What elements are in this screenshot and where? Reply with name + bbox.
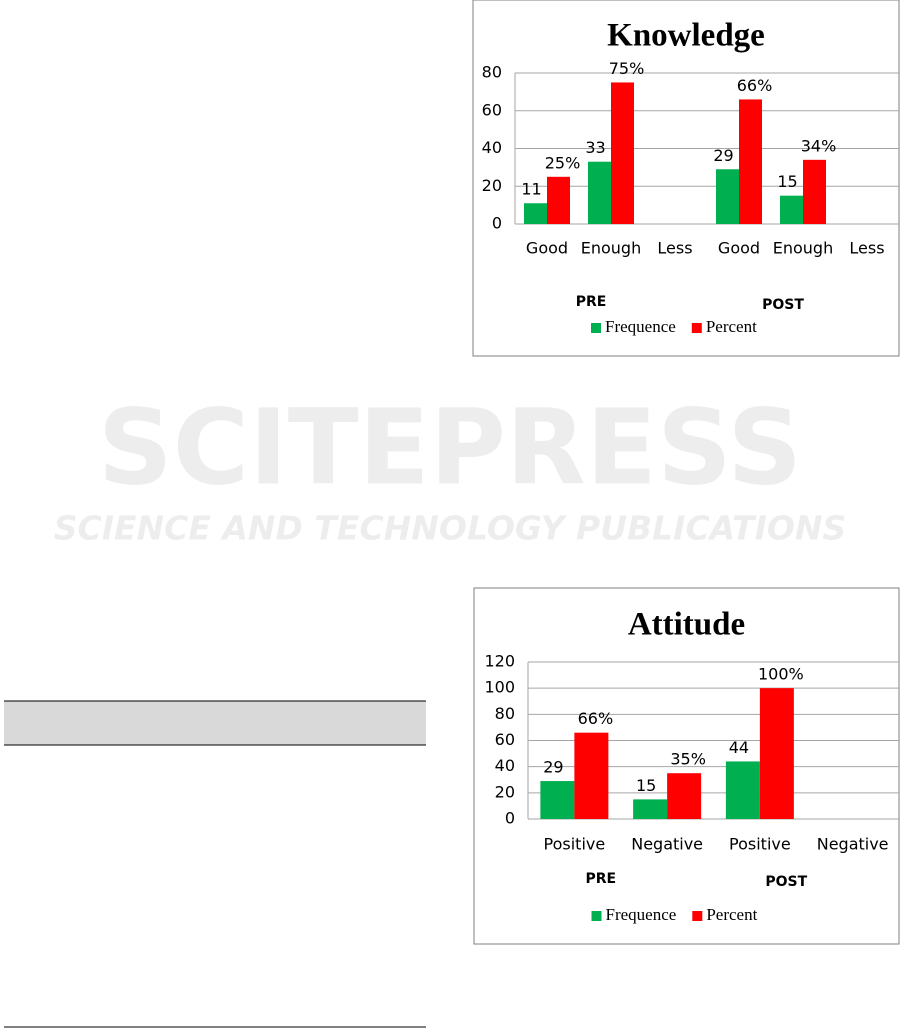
bar [574, 732, 609, 819]
bar [759, 688, 794, 819]
table-header [4, 701, 426, 745]
legend-label: Frequence [605, 317, 676, 336]
x-tick-label: Negative [817, 835, 889, 854]
chart-title: Knowledge [607, 18, 765, 54]
x-tick-label: Negative [631, 835, 703, 854]
data-label: 66% [737, 76, 773, 95]
watermark-subtitle: SCIENCE AND TECHNOLOGY PUBLICATIONS [54, 509, 847, 548]
bar [633, 799, 668, 819]
y-tick-label: 100 [484, 678, 515, 697]
bar [540, 781, 575, 819]
group-label: POST [765, 874, 807, 890]
x-tick-label: Less [849, 239, 884, 258]
y-tick-label: 0 [492, 214, 502, 233]
legend-label: Frequence [606, 905, 677, 924]
data-label: 66% [578, 709, 614, 728]
legend-swatch [692, 911, 703, 921]
y-tick-label: 20 [495, 782, 515, 801]
watermark-title: SCITEPRESS [98, 386, 802, 508]
x-tick-label: Good [526, 239, 568, 258]
legend-label: Percent [706, 905, 757, 924]
data-label: 15 [777, 172, 797, 191]
bar [524, 203, 547, 224]
bar [588, 161, 611, 224]
chart-frame [473, 587, 900, 945]
data-label: 33 [585, 138, 605, 157]
x-tick-label: Positive [729, 835, 791, 854]
y-tick-label: 60 [482, 100, 502, 119]
y-tick-label: 60 [495, 730, 515, 749]
y-tick-label: 0 [505, 809, 515, 828]
bar [716, 169, 739, 224]
x-tick-label: Enough [581, 239, 641, 258]
bar [803, 159, 826, 224]
group-label: PRE [576, 294, 607, 310]
bar [547, 176, 570, 224]
legend-swatch [591, 323, 601, 333]
x-tick-label: Positive [544, 835, 606, 854]
bar [667, 773, 702, 819]
x-tick-label: Good [718, 239, 760, 258]
bar [725, 761, 760, 819]
group-label: PRE [585, 871, 616, 887]
legend-swatch [591, 911, 602, 921]
y-tick-label: 80 [482, 63, 502, 82]
data-label: 34% [801, 136, 837, 155]
chart-title: Attitude [628, 607, 745, 643]
data-label: 11 [521, 180, 541, 199]
data-label: 29 [543, 758, 563, 777]
bar [780, 195, 803, 224]
chart-frame [472, 0, 900, 357]
data-label: 35% [670, 750, 706, 769]
bar [611, 82, 634, 224]
y-tick-label: 80 [495, 704, 515, 723]
data-label: 25% [545, 153, 581, 172]
x-tick-label: Enough [773, 239, 833, 258]
data-label: 29 [713, 146, 733, 165]
y-tick-label: 40 [482, 138, 502, 157]
bar [739, 99, 762, 224]
data-label: 44 [729, 738, 749, 757]
y-tick-label: 120 [484, 652, 515, 671]
group-label: POST [762, 297, 804, 313]
x-tick-label: Less [657, 239, 692, 258]
data-label: 100% [758, 665, 804, 684]
legend-swatch [691, 323, 702, 333]
data-label: 75% [609, 59, 645, 78]
data-label: 15 [636, 776, 656, 795]
y-tick-label: 40 [495, 756, 515, 775]
y-tick-label: 20 [482, 176, 502, 195]
legend-label: Percent [706, 317, 757, 336]
